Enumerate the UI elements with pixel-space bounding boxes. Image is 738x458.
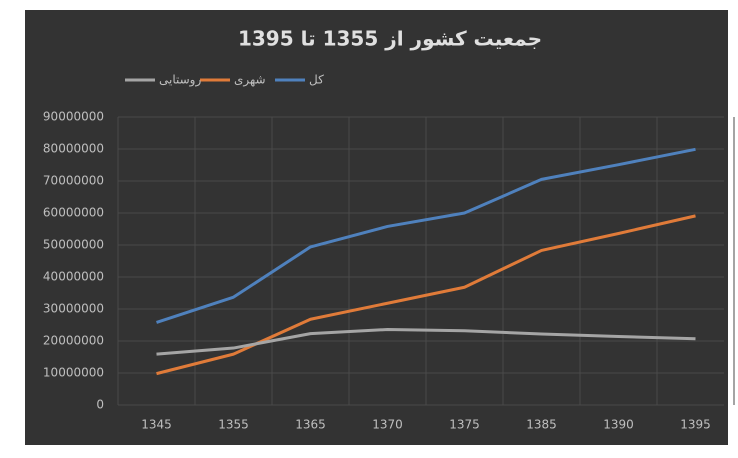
line-series xyxy=(156,147,696,324)
chart-background xyxy=(25,10,728,445)
x-tick-label: 1345 xyxy=(141,418,172,432)
y-tick-label: 80000000 xyxy=(43,142,104,156)
x-tick-label: 1370 xyxy=(372,418,403,432)
x-tick-label: 1355 xyxy=(218,418,249,432)
x-tick-label: 1390 xyxy=(603,418,634,432)
y-tick-label: 60000000 xyxy=(43,206,104,220)
line-series xyxy=(156,327,696,356)
legend-label: شهری xyxy=(234,73,266,88)
y-tick-label: 0 xyxy=(96,398,104,412)
chart-title: جمعیت کشور از 1355 تا 1395 xyxy=(238,27,542,51)
y-tick-label: 50000000 xyxy=(43,238,104,252)
y-tick-label: 10000000 xyxy=(43,366,104,380)
y-tick-label: 90000000 xyxy=(43,110,104,124)
y-tick-label: 30000000 xyxy=(43,302,104,316)
x-tick-label: 1365 xyxy=(295,418,326,432)
y-tick-label: 40000000 xyxy=(43,270,104,284)
legend-label: روستایی xyxy=(159,73,201,88)
x-tick-label: 1375 xyxy=(449,418,480,432)
x-tick-label: 1395 xyxy=(680,418,711,432)
y-tick-label: 20000000 xyxy=(43,334,104,348)
line-series xyxy=(156,214,696,376)
x-tick-label: 1385 xyxy=(526,418,557,432)
y-tick-label: 70000000 xyxy=(43,174,104,188)
legend-label: کل xyxy=(309,73,324,87)
